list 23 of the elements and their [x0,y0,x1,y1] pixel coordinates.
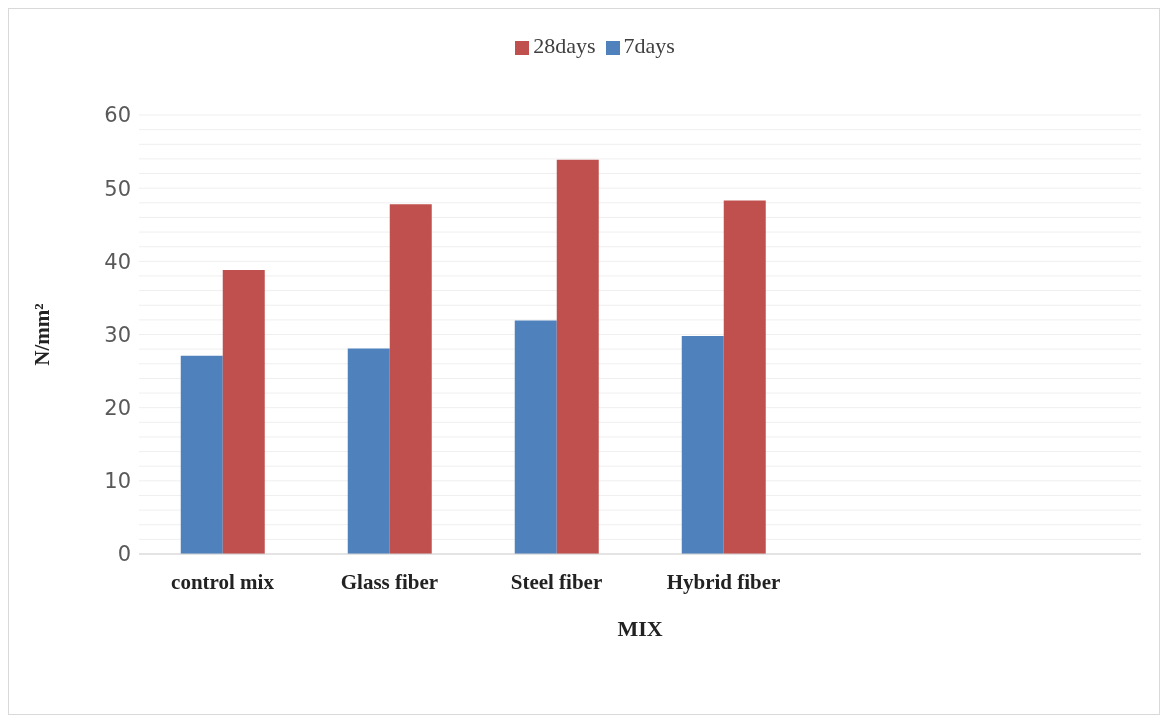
bar [681,335,724,554]
y-tick-label: 20 [104,396,131,421]
bar [222,270,265,554]
x-axis-title: MIX [617,616,663,641]
y-tick-label: 50 [104,176,131,201]
y-tick-label: 60 [104,103,131,128]
bar [514,320,557,554]
x-tick-label: Hybrid fiber [666,569,781,594]
bar [180,355,223,554]
x-tick-label: Glass fiber [340,569,439,594]
y-tick-label: 40 [104,249,131,274]
x-tick-label: control mix [171,569,275,594]
legend-label: 28days [533,33,596,58]
x-tick-label: Steel fiber [510,569,603,594]
y-tick-label: 30 [104,322,131,347]
bar [556,159,599,554]
y-tick-label: 10 [104,469,131,494]
y-axis-title: N/mm² [30,303,54,366]
legend-label: 7days [623,33,675,58]
bar [389,204,432,554]
bar [347,348,390,554]
bar [723,200,766,554]
y-tick-label: 0 [117,542,131,567]
